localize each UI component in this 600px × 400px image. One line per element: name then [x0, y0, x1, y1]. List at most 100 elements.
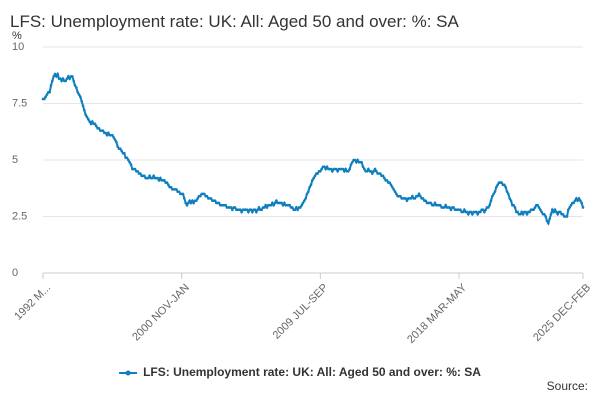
point — [512, 203, 515, 207]
point — [53, 72, 57, 76]
point — [532, 208, 535, 212]
point — [187, 201, 190, 205]
point — [483, 210, 486, 214]
point — [307, 190, 310, 193]
point — [231, 208, 234, 212]
point — [429, 201, 433, 205]
point — [481, 208, 485, 212]
point — [280, 201, 283, 205]
point — [509, 199, 513, 202]
point — [80, 99, 83, 103]
point — [136, 170, 139, 173]
point — [449, 208, 453, 212]
point — [559, 210, 562, 214]
point — [177, 190, 181, 193]
point — [111, 133, 114, 137]
point — [452, 206, 455, 209]
point — [113, 138, 117, 141]
point — [91, 120, 94, 123]
point — [491, 194, 494, 198]
point — [508, 197, 511, 200]
point — [360, 160, 363, 164]
point — [115, 140, 118, 144]
point — [476, 212, 479, 216]
point — [196, 197, 199, 200]
point — [463, 208, 466, 212]
point — [185, 203, 189, 207]
x-tick-label: 2009 JUL-SEP — [271, 282, 331, 342]
point — [347, 170, 350, 173]
point — [331, 170, 334, 173]
point — [272, 203, 275, 207]
point — [256, 208, 259, 212]
point — [123, 151, 126, 155]
legend-marker — [125, 370, 131, 376]
point — [251, 210, 254, 214]
point — [581, 206, 585, 209]
point — [444, 203, 447, 207]
point — [308, 185, 311, 189]
point — [503, 183, 506, 187]
point — [105, 133, 109, 137]
point — [181, 192, 185, 196]
point — [553, 208, 557, 212]
point — [404, 197, 407, 200]
point — [569, 203, 573, 207]
point — [67, 75, 70, 78]
point — [500, 181, 503, 184]
point — [536, 203, 539, 207]
point — [516, 210, 519, 214]
point — [543, 212, 546, 216]
point — [385, 179, 389, 182]
point — [392, 188, 395, 191]
point — [253, 208, 257, 212]
point — [544, 215, 547, 218]
point — [409, 197, 413, 200]
point — [459, 208, 462, 212]
point — [417, 192, 421, 196]
point — [495, 185, 498, 189]
point — [537, 206, 541, 209]
point — [416, 194, 419, 198]
point — [421, 197, 425, 200]
point — [351, 160, 354, 164]
point — [60, 79, 63, 83]
point — [580, 201, 583, 205]
point — [323, 165, 326, 169]
point — [295, 206, 298, 209]
point — [381, 174, 385, 178]
point — [488, 203, 491, 207]
point — [504, 185, 507, 189]
point — [487, 206, 490, 209]
point — [556, 212, 559, 216]
point — [143, 174, 146, 178]
point — [469, 210, 473, 214]
point — [101, 129, 105, 132]
point — [95, 124, 98, 128]
point — [56, 72, 59, 76]
point — [561, 212, 565, 216]
point — [320, 167, 323, 171]
point — [239, 208, 242, 212]
point — [83, 108, 86, 112]
point — [45, 93, 49, 96]
point — [125, 156, 129, 160]
point — [75, 86, 78, 89]
point — [48, 90, 51, 94]
point — [184, 201, 187, 205]
point — [71, 75, 74, 78]
point — [188, 199, 191, 202]
point — [76, 90, 79, 94]
point — [88, 120, 91, 123]
point — [44, 95, 47, 99]
point — [521, 212, 525, 216]
point — [388, 181, 391, 184]
point — [85, 115, 89, 119]
point — [361, 165, 365, 169]
point — [93, 122, 97, 126]
point — [112, 136, 115, 139]
point — [439, 203, 442, 207]
point — [167, 183, 170, 187]
point — [311, 179, 314, 182]
point — [264, 203, 267, 207]
